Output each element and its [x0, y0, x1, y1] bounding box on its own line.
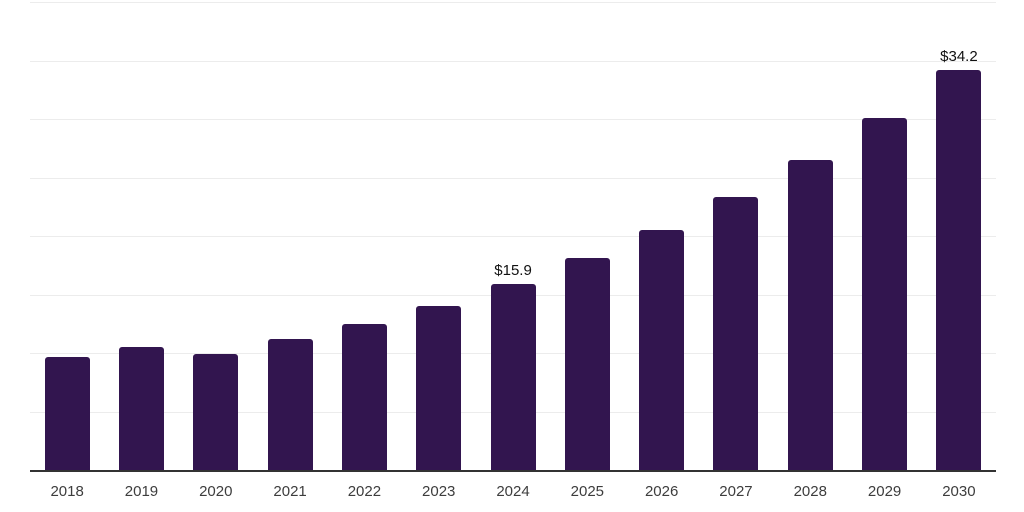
x-tick-label-2022: 2022 [347, 483, 382, 500]
bar-2025 [564, 258, 610, 470]
x-axis-labels: 2018 2019 2020 2021 2022 2023 2024 2025 2026 2027… [30, 484, 996, 499]
bar-2020 [193, 354, 239, 470]
bar-2023 [416, 306, 462, 470]
bar-2027 [713, 197, 759, 470]
bar-slot-2020 [179, 2, 253, 470]
x-tick-label-2021: 2021 [273, 483, 307, 500]
bar-slot-2018 [30, 2, 104, 470]
bar-2024: $15.9 [490, 263, 536, 470]
bar-slot-2019 [104, 2, 178, 470]
x-axis-line [30, 470, 996, 472]
bar-slot-2028 [773, 2, 847, 470]
bar-slot-2023 [402, 2, 476, 470]
bar-slot-2030: $34.2 [922, 2, 996, 470]
gridline [30, 60, 996, 62]
bar-2018 [44, 356, 90, 470]
bar-2019 [118, 347, 164, 470]
bar-2028 [787, 159, 833, 470]
x-tick-label-2028: 2028 [793, 483, 827, 500]
bar-2029 [862, 117, 908, 470]
gridline [30, 2, 996, 3]
x-tick-label-2025: 2025 [570, 483, 605, 500]
bar-2022 [341, 323, 387, 470]
bar-2030: $34.2 [936, 49, 982, 470]
gridline [30, 119, 996, 120]
x-tick-label-2027: 2027 [719, 483, 753, 500]
bar-2021 [267, 338, 313, 470]
x-tick-label-2030: 2030 [942, 483, 976, 500]
bar-slot-2021 [253, 2, 327, 470]
x-tick-label-2019: 2019 [124, 483, 159, 500]
bar-slot-2026 [625, 2, 699, 470]
x-tick-label-2026: 2026 [644, 483, 679, 500]
x-tick-label-2023: 2023 [422, 483, 456, 500]
x-tick-label-2018: 2018 [50, 483, 84, 500]
bar-2026 [639, 230, 685, 470]
x-tick-label-2029: 2029 [867, 483, 902, 500]
bar-slot-2024: $15.9 [476, 2, 550, 470]
bar-slot-2022 [327, 2, 401, 470]
plot-area: $15.9 $34.2 [30, 2, 996, 472]
x-tick-label-2024: 2024 [496, 483, 530, 500]
bar-slot-2029 [847, 2, 921, 470]
x-tick-label-2020: 2020 [199, 483, 233, 500]
gridline [30, 236, 996, 237]
bar-slot-2025 [550, 2, 624, 470]
gridline [30, 177, 996, 179]
bars: $15.9 $34.2 [30, 2, 996, 470]
bar-value-label-2030: $34.2 [940, 47, 978, 65]
bar-slot-2027 [699, 2, 773, 470]
bar-value-label-2024: $15.9 [494, 261, 532, 279]
